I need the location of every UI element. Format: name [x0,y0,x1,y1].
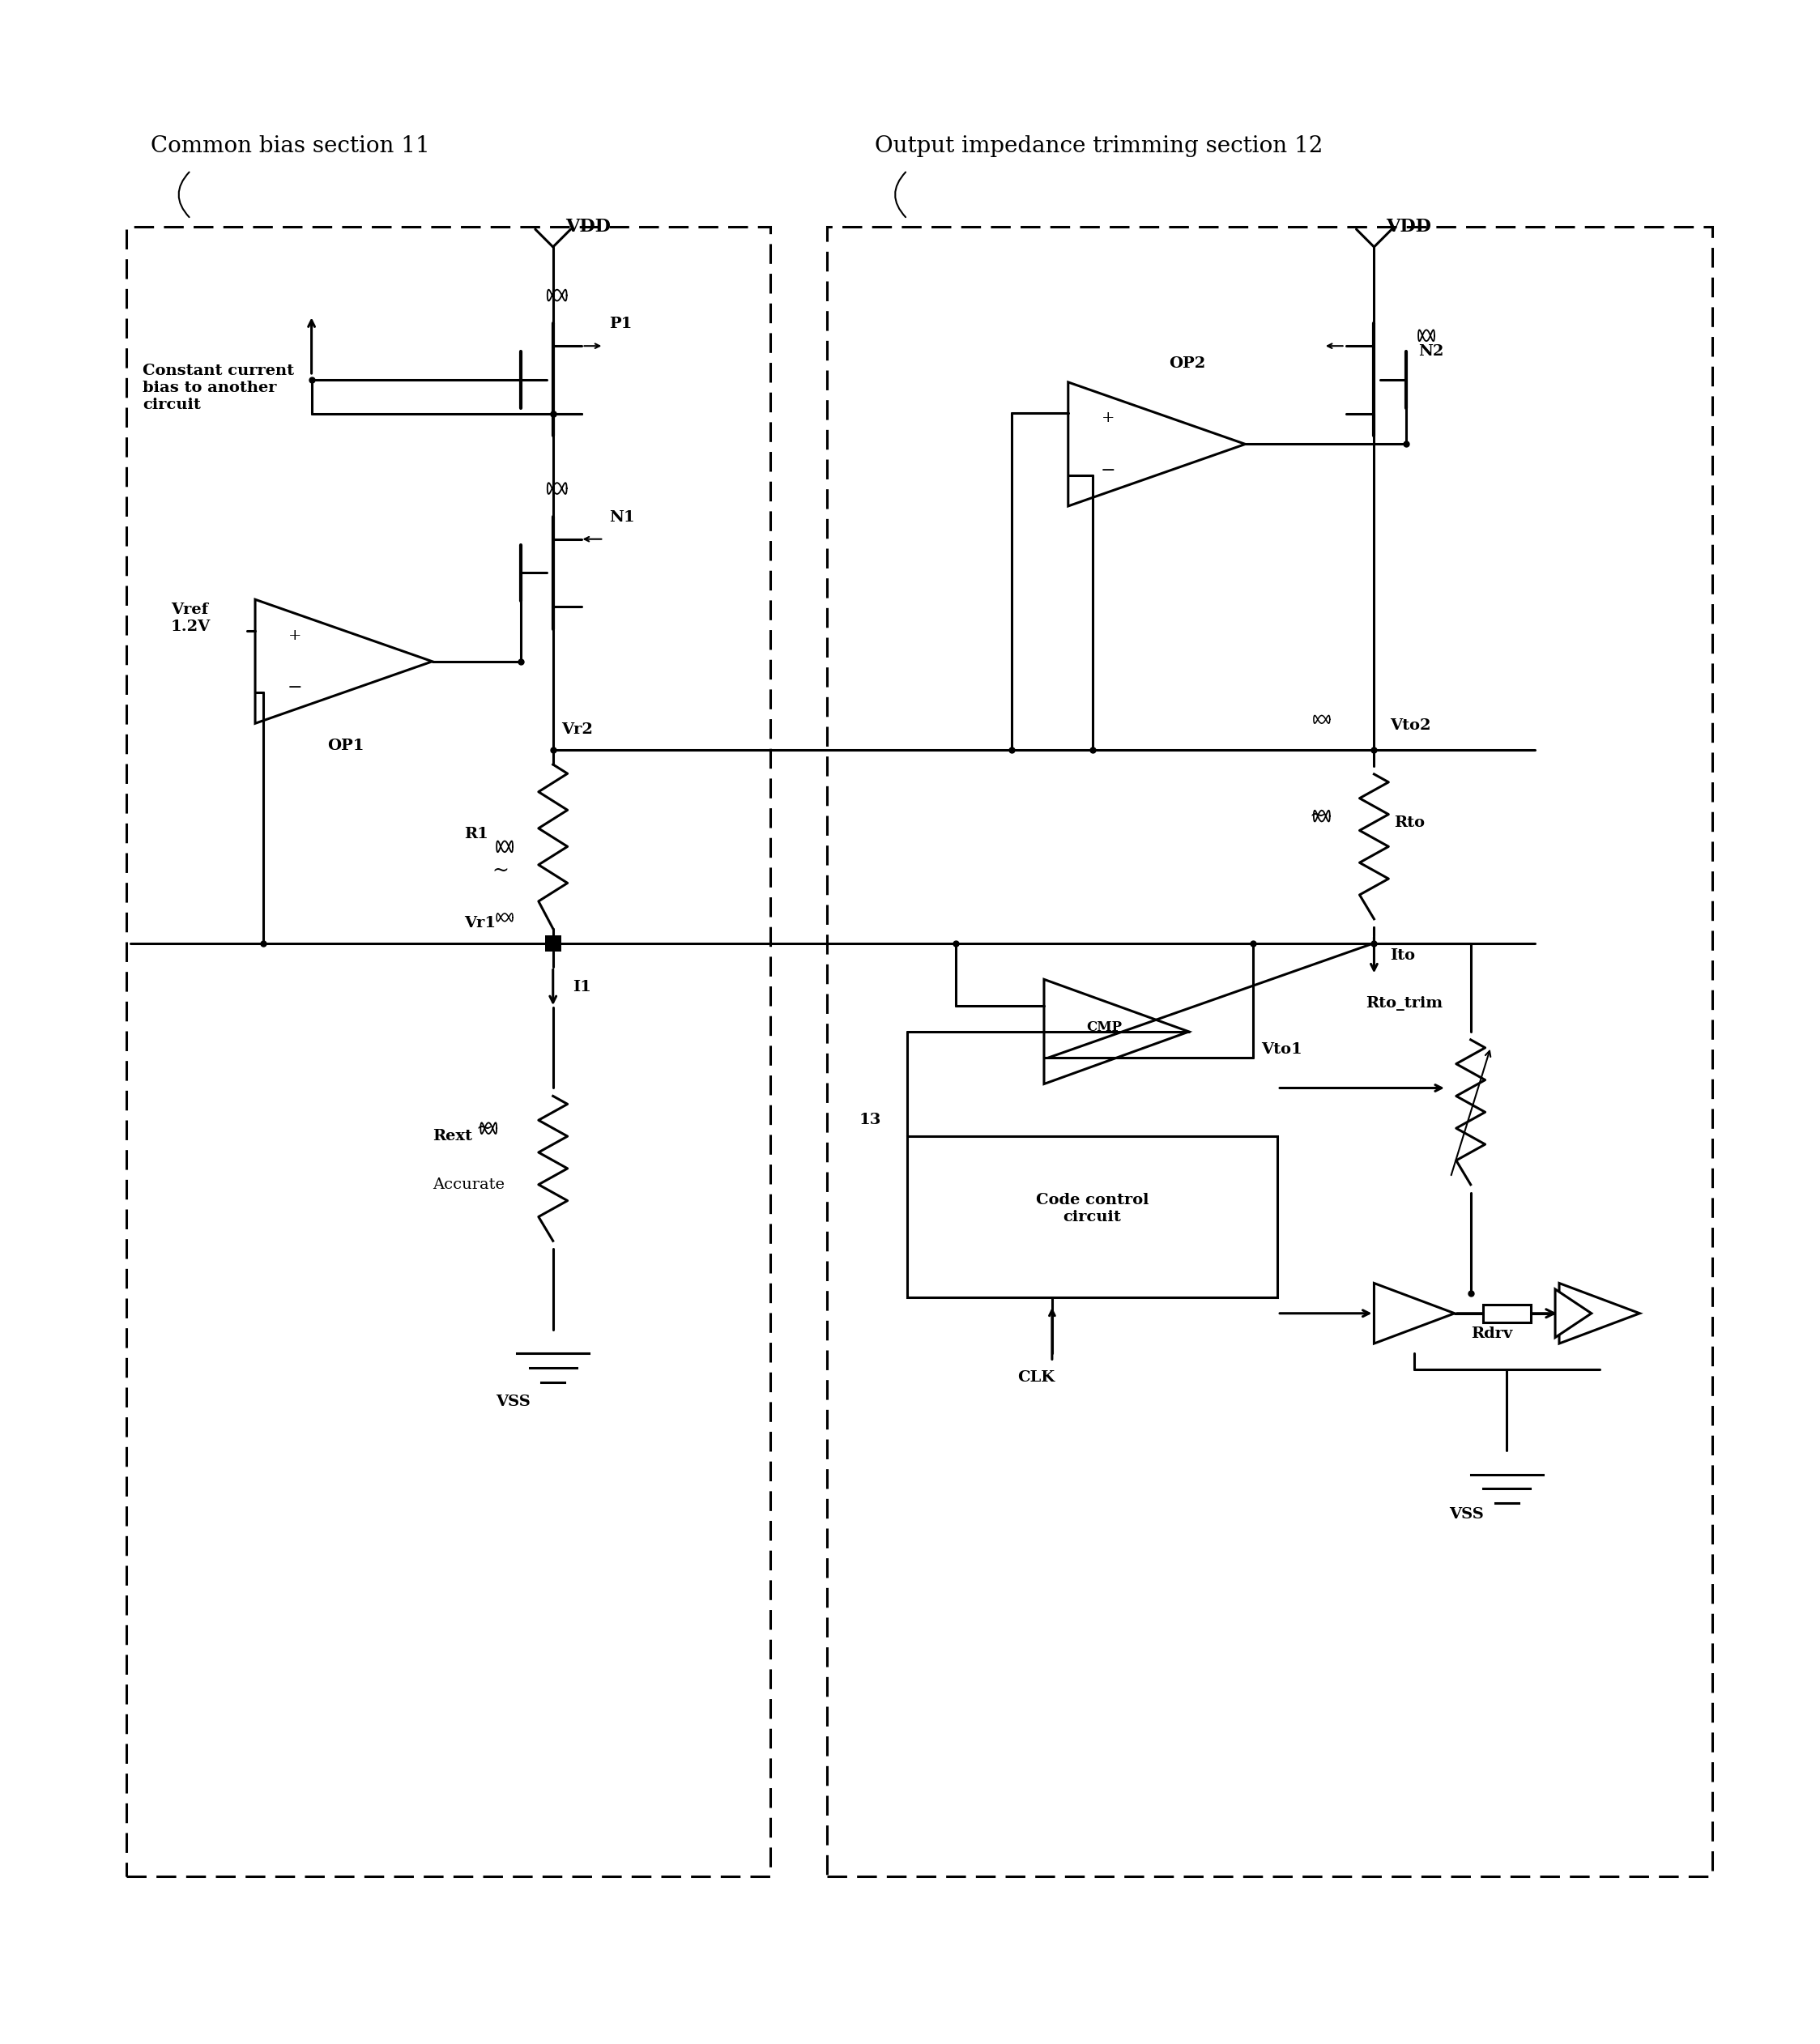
Text: Ito: Ito [1390,948,1416,963]
Text: Rext: Rext [433,1128,471,1143]
Text: Vr1: Vr1 [464,916,497,930]
Polygon shape [1068,382,1245,507]
Text: Rto_trim: Rto_trim [1367,995,1443,1012]
Polygon shape [255,599,433,724]
Text: −: − [1101,462,1116,478]
Text: +: + [1101,411,1114,425]
Text: Vref
1.2V: Vref 1.2V [171,603,211,634]
Text: VSS: VSS [495,1394,530,1408]
Polygon shape [1045,979,1188,1083]
Text: +: + [288,628,302,642]
Text: Vr2: Vr2 [561,724,593,738]
Text: VDD: VDD [1387,219,1431,235]
Text: Vto2: Vto2 [1390,719,1431,734]
Text: Rto: Rto [1394,816,1425,830]
Text: 13: 13 [859,1112,881,1128]
Text: P1: P1 [610,317,632,331]
Text: I1: I1 [573,981,592,995]
Bar [1483,1304,1531,1322]
Text: CLK: CLK [1017,1369,1054,1386]
Text: Code control
circuit: Code control circuit [1036,1194,1148,1224]
Text: −: − [288,679,302,697]
Polygon shape [1374,1284,1454,1343]
Bar [906,1136,1278,1298]
Bar [544,934,561,950]
Text: N2: N2 [1418,343,1443,360]
Text: Accurate: Accurate [433,1177,504,1192]
Bar [826,227,1713,1876]
Text: N1: N1 [610,511,635,525]
Text: Rdrv: Rdrv [1471,1327,1512,1341]
Text: Constant current
bias to another
circuit: Constant current bias to another circuit [142,364,295,413]
Text: CMP: CMP [1087,1020,1123,1034]
Text: OP1: OP1 [328,738,364,754]
Text: ~: ~ [491,861,510,881]
Text: VDD: VDD [564,219,610,235]
Polygon shape [1560,1284,1640,1343]
Text: R1: R1 [464,828,488,842]
Text: Output impedance trimming section 12: Output impedance trimming section 12 [875,135,1323,157]
Text: ~: ~ [477,1118,493,1139]
Text: OP2: OP2 [1168,356,1205,370]
Text: VSS: VSS [1449,1506,1483,1523]
Polygon shape [1554,1290,1591,1337]
Bar [126,227,770,1876]
Text: Vto1: Vto1 [1261,1042,1303,1057]
Text: Common bias section 11: Common bias section 11 [151,135,430,157]
Text: ~: ~ [1309,807,1327,826]
